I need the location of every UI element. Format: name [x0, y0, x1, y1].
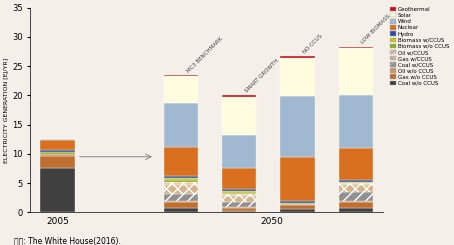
Bar	[281, 209, 315, 212]
Text: SMART GROWTH: SMART GROWTH	[244, 58, 280, 94]
Bar	[40, 156, 75, 168]
Bar	[164, 103, 198, 147]
Text: LOW BIOMASS: LOW BIOMASS	[360, 13, 392, 45]
Bar	[339, 201, 373, 202]
Bar	[222, 208, 257, 210]
Bar	[281, 56, 315, 58]
Bar	[40, 139, 75, 140]
Bar	[40, 150, 75, 152]
Bar	[164, 182, 198, 185]
Bar	[222, 135, 257, 168]
Bar	[281, 201, 315, 203]
Bar	[164, 201, 198, 202]
Bar	[339, 183, 373, 185]
Bar	[222, 202, 257, 207]
Text: MC3 BENCHMARK: MC3 BENCHMARK	[186, 36, 223, 74]
Bar	[164, 176, 198, 178]
Bar	[222, 193, 257, 195]
Bar	[222, 189, 257, 191]
Bar	[164, 180, 198, 182]
Bar	[339, 185, 373, 192]
Bar	[222, 97, 257, 135]
Bar	[164, 75, 198, 76]
Bar	[281, 205, 315, 209]
Bar	[339, 202, 373, 208]
Bar	[164, 202, 198, 208]
Bar	[281, 203, 315, 204]
Bar	[339, 208, 373, 212]
Bar	[281, 58, 315, 96]
Bar	[339, 48, 373, 95]
Bar	[40, 152, 75, 154]
Bar	[40, 154, 75, 156]
Bar	[164, 194, 198, 201]
Bar	[222, 210, 257, 212]
Text: 자료: The White House(2016).: 자료: The White House(2016).	[14, 236, 120, 245]
Bar	[339, 47, 373, 48]
Bar	[339, 95, 373, 148]
Bar	[339, 192, 373, 201]
Bar	[164, 208, 198, 212]
Bar	[339, 180, 373, 183]
Bar	[164, 185, 198, 194]
Bar	[222, 191, 257, 193]
Bar	[222, 196, 257, 202]
Bar	[40, 140, 75, 150]
Bar	[281, 157, 315, 201]
Bar	[339, 148, 373, 180]
Bar	[222, 195, 257, 196]
Bar	[281, 204, 315, 205]
Bar	[222, 95, 257, 97]
Bar	[40, 168, 75, 212]
Bar	[222, 168, 257, 189]
Bar	[164, 147, 198, 176]
Y-axis label: ELECTRICITY GENERATION [EJ/YR]: ELECTRICITY GENERATION [EJ/YR]	[4, 57, 9, 162]
Bar	[164, 76, 198, 103]
Bar	[222, 207, 257, 208]
Bar	[164, 178, 198, 180]
Bar	[281, 96, 315, 157]
Legend: Geothermal, Solar, Wind, Nuclear, Hydro, Biomass w/CCUS, Biomass w/o CCUS, Oil w: Geothermal, Solar, Wind, Nuclear, Hydro,…	[390, 6, 450, 86]
Text: NO CCUS: NO CCUS	[302, 33, 324, 54]
